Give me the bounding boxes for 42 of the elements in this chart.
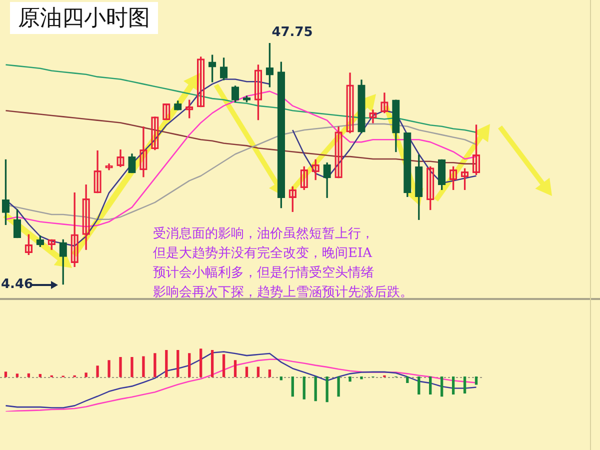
bar	[176, 350, 180, 378]
bar	[119, 356, 122, 378]
annotation: 影响会再次下探，趋势上雪涵预计先涨后跌。	[153, 284, 413, 300]
bar	[38, 374, 42, 378]
bar	[142, 356, 145, 378]
bar	[406, 376, 409, 384]
bar	[452, 376, 455, 395]
bar	[302, 376, 306, 400]
bar	[463, 376, 466, 394]
chart-title: 原油四小时图	[10, 2, 158, 34]
bar	[222, 354, 226, 378]
bar	[314, 376, 317, 402]
bar	[256, 366, 260, 378]
bar	[130, 356, 134, 378]
annotation: 预计会小幅利多，但是行情受空头情绪	[153, 265, 374, 280]
annotation: 但是大趋势并没有完全改变，晚间EIA	[153, 244, 373, 261]
bar	[326, 376, 328, 402]
annotation: 受消息面的影响，油价虽然短暂上行，	[153, 226, 374, 242]
bar	[4, 372, 8, 378]
bar	[291, 376, 294, 397]
bar	[96, 366, 99, 378]
text: 47.75	[272, 24, 313, 40]
bar	[210, 350, 214, 378]
bar	[360, 376, 363, 380]
bar	[418, 376, 420, 395]
bar	[154, 353, 156, 378]
bar	[440, 376, 444, 397]
bar	[337, 376, 340, 397]
bar	[188, 353, 191, 378]
bar	[348, 376, 352, 382]
bar	[16, 374, 19, 378]
bar	[245, 366, 248, 378]
bar	[165, 350, 168, 378]
bar	[268, 370, 272, 378]
bar	[474, 376, 478, 385]
bar	[200, 348, 202, 378]
bar	[108, 360, 110, 378]
annotation: 4.46	[1, 276, 34, 292]
bar	[84, 372, 88, 378]
bar	[234, 360, 237, 378]
bar	[429, 376, 432, 395]
bar	[280, 376, 282, 380]
